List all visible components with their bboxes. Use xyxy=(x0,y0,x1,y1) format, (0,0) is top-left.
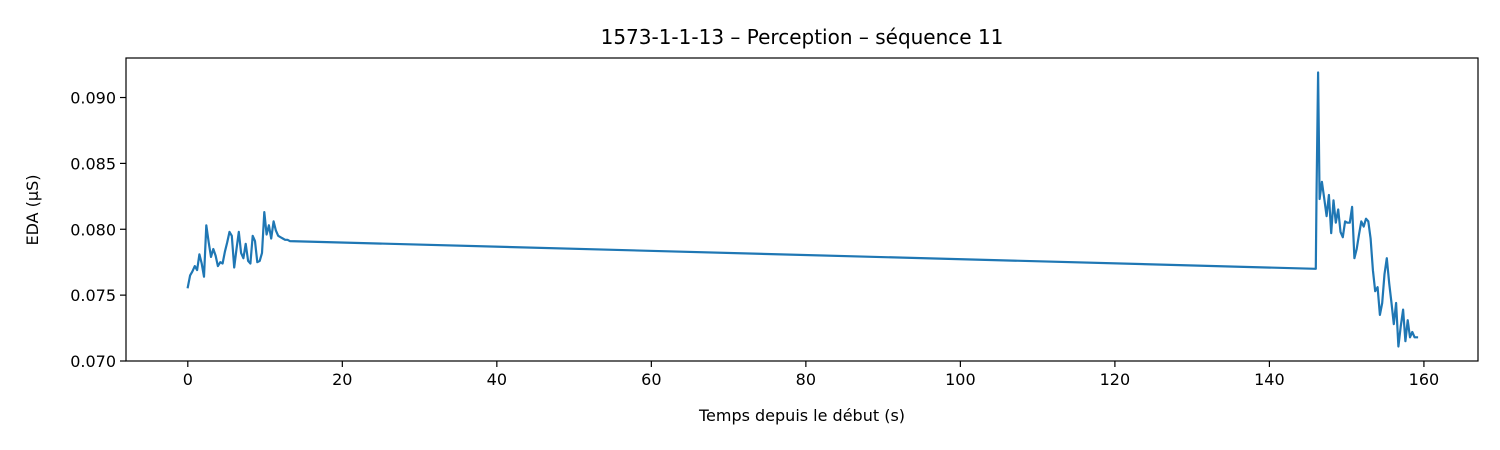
series-line-eda xyxy=(186,71,1419,348)
x-axis-label: Temps depuis le début (s) xyxy=(698,406,905,425)
chart-title: 1573-1-1-13 – Perception – séquence 11 xyxy=(601,25,1004,49)
x-tick-label: 0 xyxy=(183,370,193,389)
y-axis: 0.070 0.075 0.080 0.085 0.090 xyxy=(70,89,126,371)
x-tick-label: 140 xyxy=(1254,370,1285,389)
y-tick-label: 0.080 xyxy=(70,220,116,239)
y-axis-label: EDA (µS) xyxy=(23,175,42,246)
plot-background xyxy=(126,58,1478,361)
x-axis: 0 20 40 60 80 100 120 140 160 xyxy=(183,361,1439,389)
y-tick-label: 0.085 xyxy=(70,154,116,173)
x-tick-label: 160 xyxy=(1409,370,1440,389)
x-tick-label: 20 xyxy=(332,370,352,389)
y-tick-label: 0.090 xyxy=(70,89,116,108)
x-tick-label: 120 xyxy=(1100,370,1131,389)
plot-frame xyxy=(125,57,1479,362)
x-tick-label: 80 xyxy=(796,370,816,389)
y-tick-label: 0.070 xyxy=(70,352,116,371)
series-layer xyxy=(186,71,1419,348)
y-tick-label: 0.075 xyxy=(70,286,116,305)
plot-area xyxy=(126,58,1478,361)
x-tick-label: 60 xyxy=(641,370,661,389)
x-tick-label: 40 xyxy=(487,370,507,389)
x-tick-label: 100 xyxy=(945,370,976,389)
